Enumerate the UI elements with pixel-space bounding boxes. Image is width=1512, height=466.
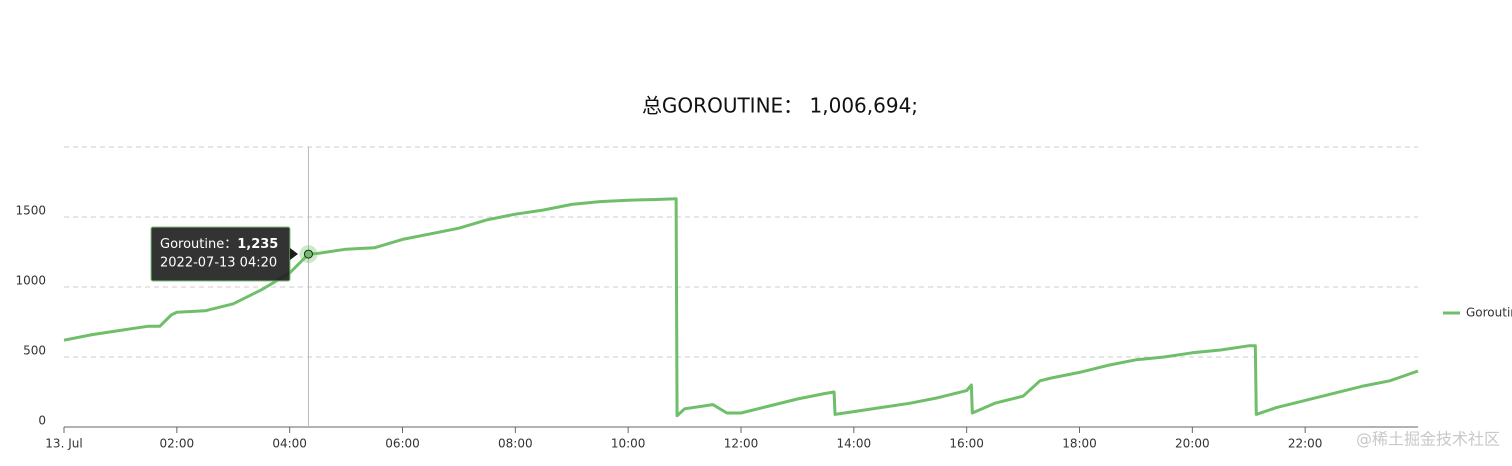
tooltip: Goroutine：1,235 2022-07-13 04:20: [150, 226, 298, 282]
series-line: [63, 197, 1419, 418]
x-tick-label: 14:00: [837, 437, 872, 451]
legend-label[interactable]: Goroutine: [1466, 306, 1512, 320]
x-tick-label: 06:00: [385, 437, 420, 451]
tooltip-time: 2022-07-13 04:20: [160, 256, 277, 271]
x-tick-label: 22:00: [1288, 437, 1323, 451]
x-tick-label: 13. Jul: [45, 437, 82, 451]
x-tick-label: 04:00: [272, 437, 307, 451]
tooltip-series: Goroutine：: [160, 237, 237, 252]
x-tick-label: 16:00: [949, 437, 984, 451]
chart-title: 总GOROUTINE： 1,006,694;: [642, 94, 918, 118]
x-tick-label: 20:00: [1175, 437, 1210, 451]
tooltip-box: [150, 226, 291, 282]
hover-point: [303, 249, 313, 259]
tooltip-title: Goroutine：1,235: [160, 237, 278, 252]
y-tick-label: 500: [23, 344, 46, 358]
x-tick-label: 02:00: [160, 437, 195, 451]
x-tick-label: 12:00: [724, 437, 759, 451]
y-tick-label: 1500: [15, 204, 46, 218]
tooltip-value: 1,235: [237, 237, 278, 252]
tooltip-arrow: [290, 248, 298, 260]
x-tick-label: 08:00: [498, 437, 533, 451]
y-tick-label: 0: [38, 414, 46, 428]
watermark: @稀土掘金技术社区: [1356, 430, 1500, 449]
y-tick-label: 1000: [15, 274, 46, 288]
x-tick-label: 18:00: [1062, 437, 1097, 451]
x-tick-label: 10:00: [611, 437, 646, 451]
